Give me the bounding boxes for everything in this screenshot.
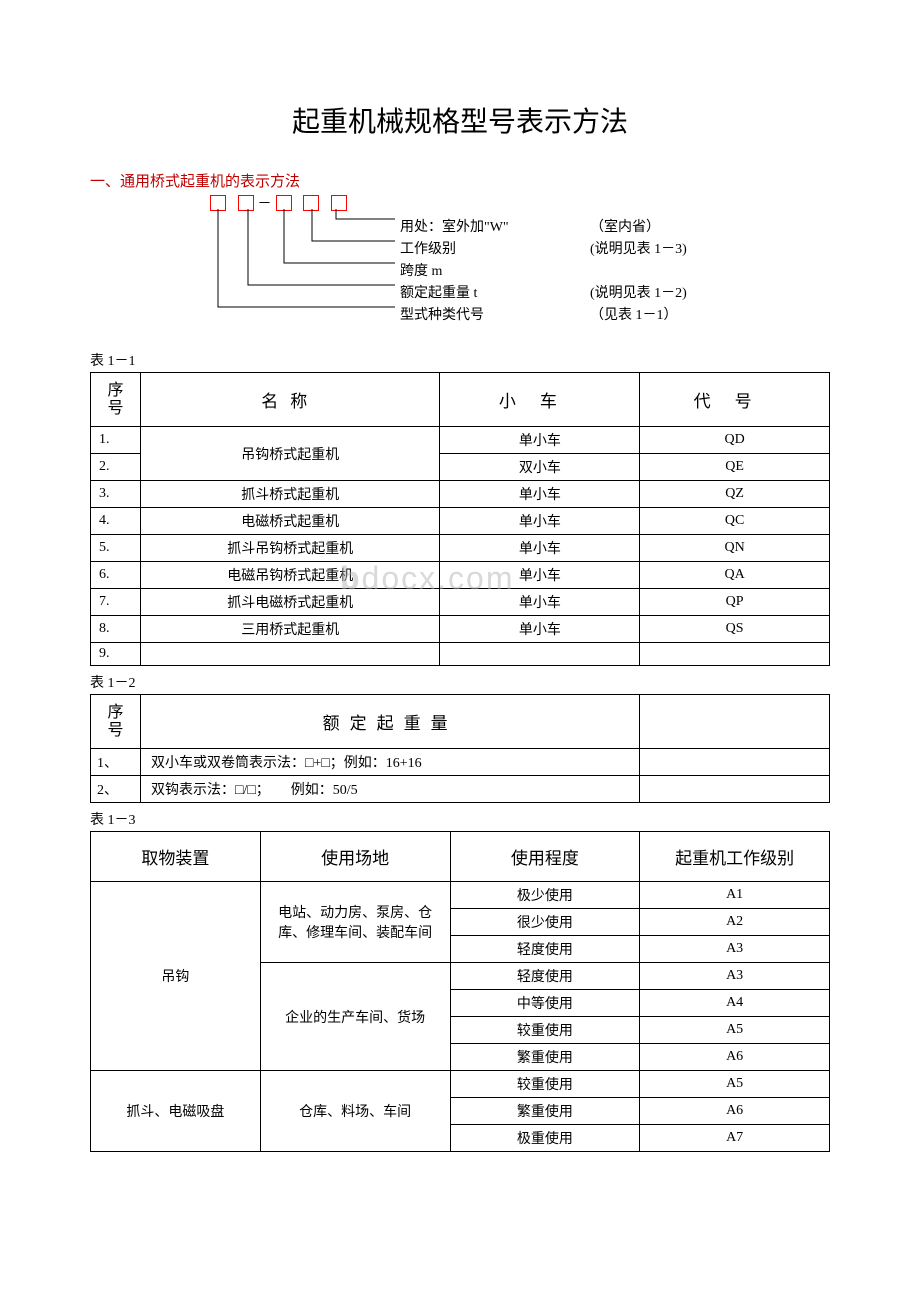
table-row: 1. 吊钩桥式起重机 单小车 QD <box>91 427 830 454</box>
table1-header-code: 代号 <box>640 373 830 427</box>
table2-caption: 表 1－2 <box>90 672 830 692</box>
table-row: 8. 三用桥式起重机 单小车 QS <box>91 616 830 643</box>
table-row: 吊钩 电站、动力房、泵房、仓库、修理车间、装配车间 极少使用 A1 <box>91 882 830 909</box>
table-row: 4. 电磁桥式起重机 单小车 QC <box>91 508 830 535</box>
table-1-1: 序号 名称 小车 代号 1. 吊钩桥式起重机 单小车 QD 2. 双小车 QE … <box>90 372 830 666</box>
table3-header-c2: 使用场地 <box>260 832 450 882</box>
table-1-2: 序号 额定起重量 1、 双小车或双卷筒表示法：□+□；例如：16+16 2、 双… <box>90 694 830 803</box>
table-row: 2、 双钩表示法：□/□； 例如：50/5 <box>91 776 830 803</box>
table-row: 6. 电磁吊钩桥式起重机 单小车 QA <box>91 562 830 589</box>
table1-header-seq: 序号 <box>91 373 141 427</box>
table2-header-seq: 序号 <box>91 695 141 749</box>
table-row: 抓斗、电磁吸盘 仓库、料场、车间 较重使用 A5 <box>91 1071 830 1098</box>
diagram-labels: 用处：室外加"W"（室内省） 工作级别(说明见表 1－3) 跨度 m 额定起重量… <box>400 217 687 327</box>
table3-caption: 表 1－3 <box>90 809 830 829</box>
table1-caption: 表 1－1 <box>90 350 830 370</box>
table2-header-empty <box>640 695 830 749</box>
table1-header-name: 名称 <box>140 373 440 427</box>
page-title: 起重机械规格型号表示方法 <box>90 100 830 140</box>
table-row: 9. <box>91 643 830 666</box>
table-row: 1、 双小车或双卷筒表示法：□+□；例如：16+16 <box>91 749 830 776</box>
table3-header-c3: 使用程度 <box>450 832 640 882</box>
table3-header-c1: 取物装置 <box>91 832 261 882</box>
table1-header-car: 小车 <box>440 373 640 427</box>
bracket-lines-svg <box>210 201 410 341</box>
table-row: 7. 抓斗电磁桥式起重机 单小车 QP <box>91 589 830 616</box>
table-row: 5. 抓斗吊钩桥式起重机 单小车 QN <box>91 535 830 562</box>
table-row: 3. 抓斗桥式起重机 单小车 QZ <box>91 481 830 508</box>
table-1-3: 取物装置 使用场地 使用程度 起重机工作级别 吊钩 电站、动力房、泵房、仓库、修… <box>90 831 830 1152</box>
model-format-diagram: － 用处：室外加"W"（室内省） 工作级别(说明见表 1－3) 跨度 m 额定起… <box>90 193 830 338</box>
section-heading: 一、通用桥式起重机的表示方法 <box>90 170 830 191</box>
table2-header-cap: 额定起重量 <box>140 695 639 749</box>
table3-header-c4: 起重机工作级别 <box>640 832 830 882</box>
